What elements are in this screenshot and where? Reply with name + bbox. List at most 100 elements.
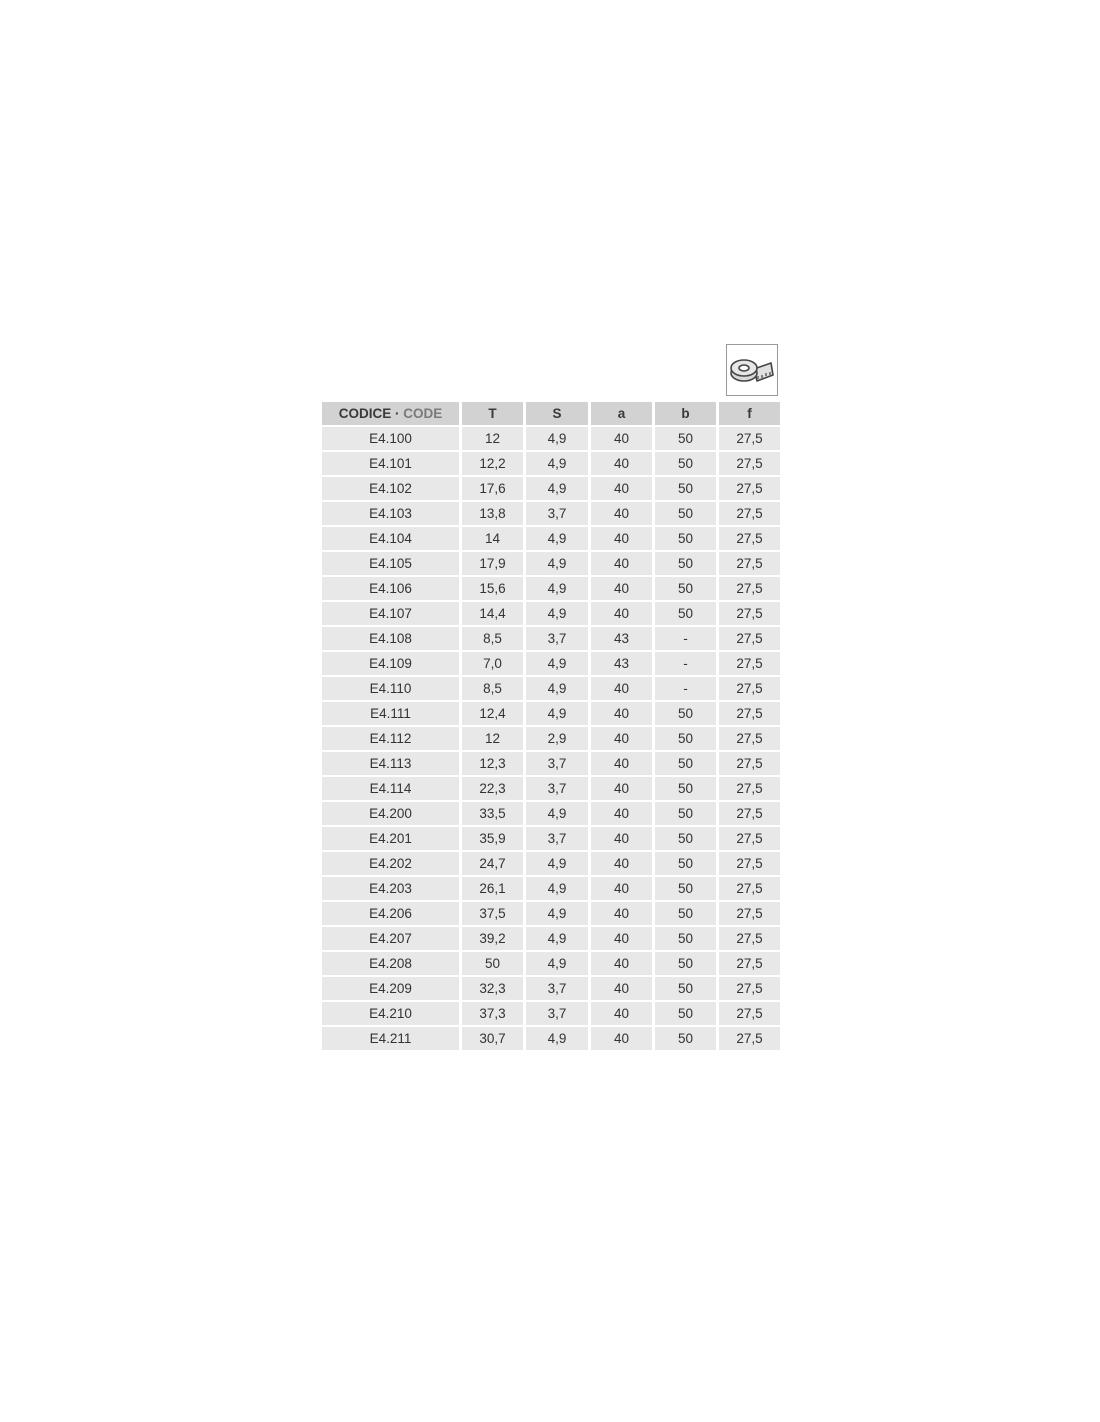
- table-row: E4.106 15,6 4,9 40 50 27,5: [322, 577, 780, 600]
- table-row: E4.110 8,5 4,9 40-27,5: [322, 677, 780, 700]
- cell-S: 3,7: [526, 827, 588, 850]
- table-row: E4.107 14,4 4,9 40 50 27,5: [322, 602, 780, 625]
- header-T: T: [462, 402, 523, 425]
- header-code: CODICE · CODE: [322, 402, 459, 425]
- cell-code: E4.107: [322, 602, 459, 625]
- header-S: S: [526, 402, 588, 425]
- cell-b: 50: [655, 602, 716, 625]
- table-row: E4.113 12,3 3,7 40 50 27,5: [322, 752, 780, 775]
- cell-a: 40: [591, 1027, 652, 1050]
- cell-S: 4,9: [526, 602, 588, 625]
- cell-T: 12,2: [462, 452, 523, 475]
- cell-code: E4.106: [322, 577, 459, 600]
- cell-S: 4,9: [526, 477, 588, 500]
- cell-T: 50: [462, 952, 523, 975]
- cell-T: 13,8: [462, 502, 523, 525]
- cell-a: 40: [591, 577, 652, 600]
- cell-code: E4.108: [322, 627, 459, 650]
- cell-a: 40: [591, 502, 652, 525]
- cell-T: 12: [462, 427, 523, 450]
- cell-f: 27,5: [719, 727, 780, 750]
- cell-b: 50: [655, 1002, 716, 1025]
- cell-a: 40: [591, 727, 652, 750]
- cell-f: 27,5: [719, 802, 780, 825]
- cell-S: 4,9: [526, 902, 588, 925]
- table-row: E4.105 17,9 4,9 40 50 27,5: [322, 552, 780, 575]
- cell-b: -: [655, 652, 716, 675]
- cell-code: E4.112: [322, 727, 459, 750]
- cell-code: E4.210: [322, 1002, 459, 1025]
- header-a: a: [591, 402, 652, 425]
- cell-a: 40: [591, 477, 652, 500]
- cell-S: 3,7: [526, 1002, 588, 1025]
- cell-S: 4,9: [526, 927, 588, 950]
- cell-code: E4.101: [322, 452, 459, 475]
- cell-b: 50: [655, 927, 716, 950]
- cell-S: 4,9: [526, 552, 588, 575]
- cell-b: 50: [655, 827, 716, 850]
- cell-T: 17,6: [462, 477, 523, 500]
- cell-T: 33,5: [462, 802, 523, 825]
- table-row: E4.200 33,5 4,9 40 50 27,5: [322, 802, 780, 825]
- table-row: E4.210 37,3 3,7 40 50 27,5: [322, 1002, 780, 1025]
- header-code-en: CODE: [403, 406, 443, 421]
- cell-f: 27,5: [719, 902, 780, 925]
- cell-a: 40: [591, 802, 652, 825]
- cell-a: 40: [591, 677, 652, 700]
- cell-code: E4.211: [322, 1027, 459, 1050]
- table-row: E4.114 22,3 3,7 40 50 27,5: [322, 777, 780, 800]
- cell-S: 4,9: [526, 427, 588, 450]
- cell-a: 40: [591, 527, 652, 550]
- cell-f: 27,5: [719, 852, 780, 875]
- table-row: E4.108 8,5 3,7 43-27,5: [322, 627, 780, 650]
- cell-b: 50: [655, 702, 716, 725]
- table-row: E4.109 7,0 4,9 43-27,5: [322, 652, 780, 675]
- cell-f: 27,5: [719, 752, 780, 775]
- cell-T: 35,9: [462, 827, 523, 850]
- header-code-it: CODICE: [338, 406, 392, 421]
- cell-T: 14: [462, 527, 523, 550]
- cell-S: 3,7: [526, 502, 588, 525]
- header-separator: ·: [391, 406, 404, 421]
- cell-b: -: [655, 627, 716, 650]
- cell-b: 50: [655, 552, 716, 575]
- cell-f: 27,5: [719, 502, 780, 525]
- cell-f: 27,5: [719, 927, 780, 950]
- cell-code: E4.207: [322, 927, 459, 950]
- measuring-tape-icon: [726, 344, 778, 396]
- cell-a: 40: [591, 452, 652, 475]
- cell-S: 4,9: [526, 852, 588, 875]
- cell-code: E4.110: [322, 677, 459, 700]
- cell-a: 40: [591, 1002, 652, 1025]
- cell-a: 43: [591, 627, 652, 650]
- table-row: E4.201 35,9 3,7 40 50 27,5: [322, 827, 780, 850]
- cell-a: 40: [591, 552, 652, 575]
- table-row: E4.209 32,3 3,7 40 50 27,5: [322, 977, 780, 1000]
- cell-T: 12,3: [462, 752, 523, 775]
- cell-T: 12,4: [462, 702, 523, 725]
- cell-T: 8,5: [462, 627, 523, 650]
- cell-b: 50: [655, 1027, 716, 1050]
- cell-T: 22,3: [462, 777, 523, 800]
- cell-code: E4.201: [322, 827, 459, 850]
- cell-a: 43: [591, 652, 652, 675]
- header-b: b: [655, 402, 716, 425]
- table-row: E4.111 12,4 4,9 40 50 27,5: [322, 702, 780, 725]
- cell-S: 4,9: [526, 952, 588, 975]
- cell-a: 40: [591, 602, 652, 625]
- cell-code: E4.202: [322, 852, 459, 875]
- cell-b: 50: [655, 727, 716, 750]
- cell-T: 26,1: [462, 877, 523, 900]
- cell-b: -: [655, 677, 716, 700]
- table-row: E4.104 14 4,9 40 50 27,5: [322, 527, 780, 550]
- cell-code: E4.103: [322, 502, 459, 525]
- cell-f: 27,5: [719, 602, 780, 625]
- cell-T: 30,7: [462, 1027, 523, 1050]
- cell-code: E4.208: [322, 952, 459, 975]
- table-row: E4.101 12,2 4,9 40 50 27,5: [322, 452, 780, 475]
- cell-a: 40: [591, 752, 652, 775]
- cell-S: 3,7: [526, 777, 588, 800]
- cell-code: E4.102: [322, 477, 459, 500]
